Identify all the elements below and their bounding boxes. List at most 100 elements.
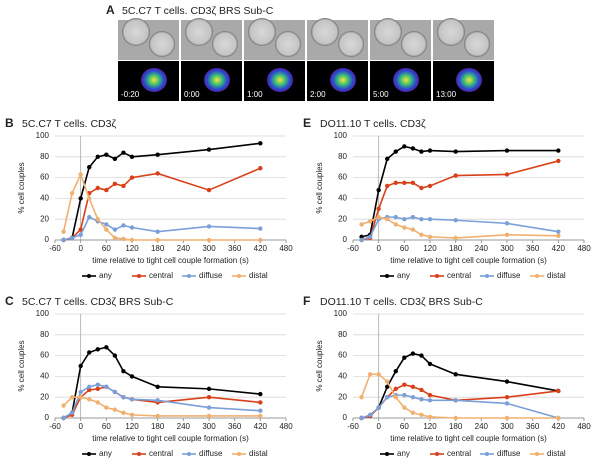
data-point: [87, 350, 92, 355]
data-point: [453, 398, 458, 403]
x-tick-label: 180: [449, 244, 463, 253]
data-point: [359, 237, 364, 243]
legend-marker: [237, 452, 241, 456]
data-point: [402, 217, 407, 222]
data-point: [95, 400, 100, 405]
data-point: [427, 398, 433, 403]
data-point: [419, 353, 424, 358]
x-tick-label: 240: [177, 244, 191, 253]
data-point: [61, 415, 66, 421]
data-point: [112, 156, 118, 162]
x-tick-label: -60: [347, 422, 359, 431]
panel-label: F: [303, 294, 310, 308]
data-point: [385, 217, 390, 222]
legend-label: distal: [249, 449, 268, 458]
series-line: [361, 145, 559, 238]
dic-cell: [374, 18, 402, 46]
data-point: [95, 382, 100, 387]
legend-label: central: [149, 271, 173, 280]
panel-label: C: [5, 294, 14, 308]
data-point: [206, 187, 212, 193]
legend-marker: [535, 452, 539, 456]
legend-label: central: [149, 449, 173, 458]
legend-marker: [87, 274, 91, 278]
y-axis-label: % cell couples: [17, 340, 26, 391]
data-point: [367, 372, 373, 377]
data-point: [393, 386, 398, 392]
y-axis-label: % cell couples: [315, 162, 324, 213]
data-point: [87, 397, 92, 402]
legend-marker: [485, 274, 489, 278]
x-tick-label: 180: [449, 422, 463, 431]
data-point: [427, 392, 433, 398]
legend-label: any: [397, 271, 410, 280]
data-point: [129, 397, 135, 402]
data-point: [258, 237, 263, 243]
data-point: [95, 154, 100, 159]
data-point: [155, 413, 160, 419]
data-point: [121, 150, 126, 155]
fluorescent-cell: [330, 68, 356, 92]
series-line: [63, 167, 261, 241]
legend-label: diffuse: [199, 449, 223, 458]
data-point: [504, 232, 510, 237]
time-label: -0:20: [121, 90, 140, 99]
legend-label: any: [397, 449, 410, 458]
x-tick-label: 60: [102, 244, 111, 253]
x-tick-label: 0: [78, 422, 83, 431]
y-tick-label: 20: [40, 214, 49, 223]
x-tick-label: 0: [376, 244, 381, 253]
data-point: [61, 229, 66, 234]
data-point: [104, 227, 109, 232]
data-point: [376, 214, 381, 220]
y-tick-label: 60: [40, 173, 49, 182]
x-tick-label: 180: [151, 244, 165, 253]
legend-marker: [435, 274, 439, 278]
data-point: [385, 183, 390, 189]
chart-title: 5C.C7 T cells. CD3ζ: [22, 118, 116, 130]
data-point: [78, 196, 83, 201]
y-tick-label: 80: [338, 330, 347, 339]
legend-label: distal: [249, 271, 268, 280]
data-point: [95, 386, 100, 392]
y-tick-label: 100: [36, 309, 50, 318]
data-point: [155, 398, 160, 403]
data-point: [104, 345, 109, 350]
legend-marker: [187, 452, 191, 456]
data-point: [410, 351, 416, 356]
data-point: [402, 355, 407, 360]
data-point: [453, 415, 458, 421]
x-tick-label: 240: [177, 422, 191, 431]
time-label: 1:00: [247, 90, 263, 99]
data-point: [556, 233, 561, 239]
y-tick-label: 0: [45, 235, 50, 244]
x-tick-label: 360: [526, 422, 540, 431]
x-tick-label: 60: [400, 244, 409, 253]
data-point: [556, 148, 561, 153]
dic-cell: [437, 18, 465, 46]
data-point: [78, 363, 83, 369]
data-point: [402, 405, 407, 410]
x-tick-label: 300: [202, 244, 216, 253]
y-tick-label: 0: [343, 413, 348, 422]
legend-marker: [137, 274, 141, 278]
dic-cell: [464, 31, 490, 57]
x-axis-label: time relative to tight cell couple forma…: [390, 434, 547, 443]
series-line: [361, 216, 559, 241]
x-axis-label: time relative to tight cell couple forma…: [390, 256, 547, 265]
legend-marker: [535, 274, 539, 278]
data-point: [121, 183, 126, 189]
x-tick-label: 120: [423, 244, 437, 253]
data-point: [419, 232, 424, 237]
x-tick-label: 360: [228, 422, 242, 431]
y-tick-label: 60: [40, 351, 49, 360]
data-point: [112, 389, 118, 395]
data-point: [112, 181, 118, 187]
dic-cell: [275, 31, 301, 57]
y-tick-label: 0: [45, 413, 50, 422]
data-point: [393, 222, 398, 227]
data-point: [78, 172, 83, 177]
data-point: [504, 415, 510, 421]
legend-marker: [137, 452, 141, 456]
